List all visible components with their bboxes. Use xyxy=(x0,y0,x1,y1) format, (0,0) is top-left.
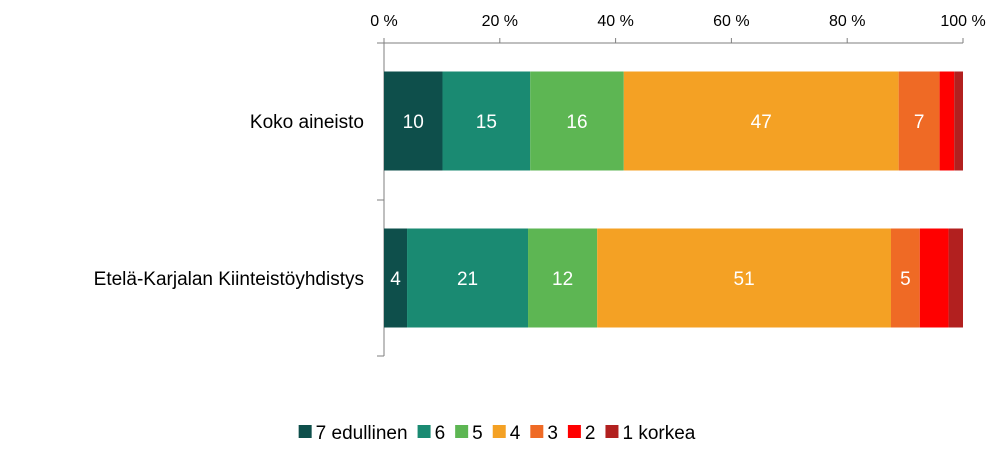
bar-segment xyxy=(407,228,529,328)
legend-swatch xyxy=(567,425,581,438)
bar-segment xyxy=(597,228,891,328)
bar-segment xyxy=(898,71,940,171)
labels: Koko aineisto Etelä-Karjalan Kiinteistöyh… xyxy=(94,112,925,290)
bar-segment xyxy=(890,228,920,328)
legend-swatch xyxy=(455,425,469,438)
x-tick-label: 0 % xyxy=(370,13,398,30)
legend-item: 6 xyxy=(417,423,446,444)
legend-item: 4 xyxy=(492,423,521,444)
data-label: 47 xyxy=(751,112,772,133)
x-tick-label: 60 % xyxy=(713,13,749,30)
data-label: 15 xyxy=(476,112,497,133)
bar-segment xyxy=(939,71,955,171)
axes: 0 % 20 % 40 % 60 % 80 % 100 % xyxy=(370,13,986,357)
category-label: Koko aineisto xyxy=(250,112,364,133)
x-tick-label: 100 % xyxy=(940,13,985,30)
data-label: 16 xyxy=(566,112,587,133)
category-label: Etelä-Karjalan Kiinteistöyhdistys xyxy=(94,269,364,290)
legend-swatch xyxy=(298,425,312,438)
data-label: 12 xyxy=(552,269,573,290)
bar-segment xyxy=(384,228,408,328)
legend-swatch xyxy=(530,425,544,438)
legend: 7 edullinen 6 5 4 3 2 1 korkea xyxy=(298,423,696,444)
data-label: 4 xyxy=(390,269,401,290)
bar-segment xyxy=(954,71,963,171)
legend-label: 5 xyxy=(472,423,483,444)
data-label: 10 xyxy=(403,112,424,133)
bar-segment xyxy=(528,228,598,328)
bar-segment xyxy=(530,71,624,171)
legend-item: 3 xyxy=(530,423,558,444)
bars xyxy=(384,71,963,328)
legend-label: 4 xyxy=(510,423,521,444)
x-tick-label: 80 % xyxy=(829,13,865,30)
legend-swatch xyxy=(605,425,619,438)
data-label: 5 xyxy=(900,269,911,290)
legend-swatch xyxy=(417,425,431,438)
legend-label: 2 xyxy=(585,423,596,444)
data-label: 51 xyxy=(734,269,755,290)
bar-segment xyxy=(919,228,949,328)
legend-label: 7 edullinen xyxy=(316,423,408,444)
x-tick-label: 40 % xyxy=(597,13,633,30)
legend-item: 1 korkea xyxy=(605,423,696,444)
legend-item: 7 edullinen xyxy=(298,423,408,444)
legend-item: 2 xyxy=(567,423,596,444)
x-tick-label: 20 % xyxy=(482,13,518,30)
data-label: 7 xyxy=(914,112,925,133)
data-label: 21 xyxy=(457,269,478,290)
legend-item: 5 xyxy=(455,423,483,444)
bar-segment xyxy=(442,71,531,171)
bar-segment xyxy=(623,71,899,171)
legend-label: 6 xyxy=(435,423,446,444)
legend-swatch xyxy=(492,425,506,438)
legend-label: 3 xyxy=(547,423,558,444)
bar-segment xyxy=(384,71,443,171)
legend-label: 1 korkea xyxy=(622,423,695,444)
bar-segment xyxy=(948,228,963,328)
